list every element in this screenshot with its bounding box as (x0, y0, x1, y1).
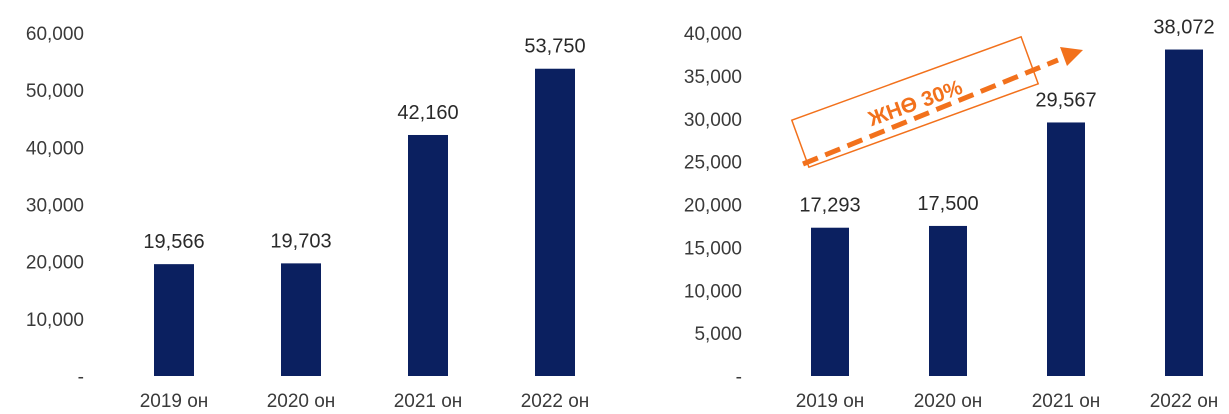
x-tick-label: 2021 он (1032, 391, 1101, 412)
bar (929, 225, 967, 376)
x-tick-label: 2019 он (140, 391, 209, 412)
bar (154, 264, 194, 376)
y-tick-label: 25,000 (684, 153, 742, 174)
y-tick-label: 10,000 (684, 281, 742, 302)
data-label: 17,293 (799, 195, 860, 217)
y-tick-label: - (736, 367, 742, 388)
x-tick-label: 2020 он (267, 391, 336, 412)
y-tick-label: 40,000 (26, 138, 84, 159)
y-tick-label: 60,000 (26, 24, 84, 45)
chart-right: - 5,000 10,000 15,000 20,000 25,000 30,000 35,0… (684, 17, 1218, 412)
growth-arrow-line (802, 57, 1059, 167)
data-label: 29,567 (1035, 89, 1096, 111)
x-tick-label: 2020 он (914, 391, 983, 412)
growth-annotation: ЖНӨ 30% (790, 35, 1083, 169)
data-label: 38,072 (1153, 17, 1214, 39)
y-tick-label: 50,000 (26, 81, 84, 102)
y-tick-label: 30,000 (26, 196, 84, 217)
bar (408, 134, 448, 376)
y-tick-label: 20,000 (684, 196, 742, 217)
bar (535, 68, 575, 377)
x-tick-label: 2022 он (521, 391, 590, 412)
data-label: 53,750 (524, 36, 585, 58)
y-tick-label: 10,000 (26, 310, 84, 331)
y-tick-label: 15,000 (684, 238, 742, 259)
data-label: 42,160 (397, 102, 458, 124)
x-tick-label: 2021 он (394, 391, 463, 412)
bar (281, 263, 321, 376)
y-tick-label: 30,000 (684, 110, 742, 131)
x-tick-label: 2022 он (1150, 391, 1219, 412)
data-label: 19,703 (270, 230, 331, 252)
y-tick-label: 20,000 (26, 253, 84, 274)
data-label: 17,500 (917, 193, 978, 215)
annotation-box (790, 35, 1040, 169)
data-label: 19,566 (143, 231, 204, 253)
chart-left: - 10,000 20,000 30,000 40,000 50,000 60,000 19,… (26, 24, 589, 412)
x-tick-label: 2019 он (796, 391, 865, 412)
growth-arrow-head (1060, 47, 1083, 66)
bar (1047, 122, 1085, 376)
bar (1165, 49, 1203, 377)
y-tick-label: - (78, 367, 84, 388)
bar (811, 227, 849, 376)
y-tick-label: 5,000 (694, 324, 742, 345)
y-tick-label: 35,000 (684, 67, 742, 88)
y-tick-label: 40,000 (684, 24, 742, 45)
